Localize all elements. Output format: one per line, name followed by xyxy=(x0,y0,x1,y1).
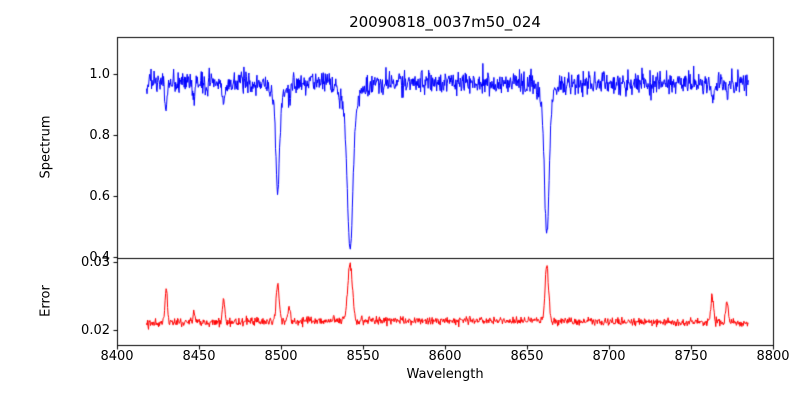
x-tick-label: 8450 xyxy=(182,349,216,364)
error-y-tick-label: 0.03 xyxy=(81,255,110,271)
x-tick-label: 8600 xyxy=(428,349,462,364)
x-tick-label: 8700 xyxy=(592,349,626,364)
x-tick-label: 8400 xyxy=(100,349,134,364)
x-axis-label: Wavelength xyxy=(406,367,484,382)
chart-title: 20090818_0037m50_024 xyxy=(349,13,541,31)
spectrum-y-tick-label: 0.8 xyxy=(89,127,110,143)
spectrum-y-tick-label: 0.4 xyxy=(89,250,110,266)
spectrum-y-tick-label: 0.6 xyxy=(89,189,110,205)
spectrum-y-axis-label: Spectrum xyxy=(38,115,54,179)
error-y-tick-label: 0.02 xyxy=(81,323,110,339)
x-tick-label: 8750 xyxy=(674,349,708,364)
x-tick-label: 8550 xyxy=(346,349,380,364)
x-tick-label: 8500 xyxy=(264,349,298,364)
x-tick-label: 8650 xyxy=(510,349,544,364)
x-tick-label: 8800 xyxy=(756,349,790,364)
error-y-axis-label: Error xyxy=(38,285,54,317)
spectrum-y-tick-label: 1.0 xyxy=(89,66,110,82)
